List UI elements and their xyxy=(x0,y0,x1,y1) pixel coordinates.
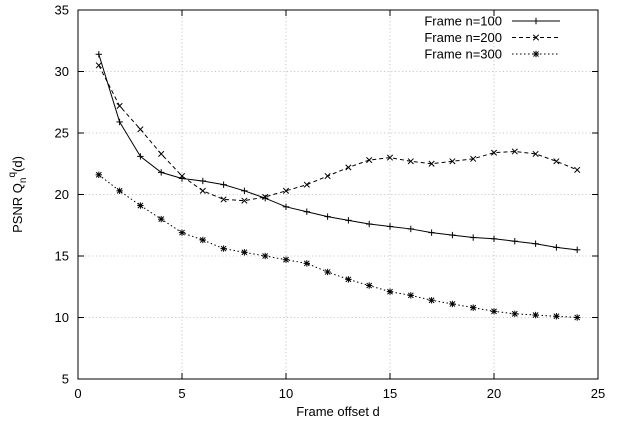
data-point xyxy=(553,244,559,250)
data-point xyxy=(220,245,226,251)
data-point xyxy=(304,260,310,266)
data-point xyxy=(116,188,122,194)
data-point xyxy=(304,209,310,215)
data-point xyxy=(574,167,579,172)
data-point xyxy=(117,103,122,108)
data-point xyxy=(241,188,247,194)
data-point xyxy=(470,304,476,310)
data-point xyxy=(283,188,288,193)
y-tick-label: 10 xyxy=(55,310,69,325)
legend-marker xyxy=(533,51,539,57)
x-tick-label: 10 xyxy=(279,386,293,401)
y-tick-label: 30 xyxy=(55,64,69,79)
y-axis-title: PSNR Qnq(d) xyxy=(7,156,29,233)
y-tick-label: 5 xyxy=(62,372,69,387)
data-point xyxy=(512,238,518,244)
data-point xyxy=(428,297,434,303)
data-point xyxy=(262,253,268,259)
data-point xyxy=(116,119,122,125)
series-3 xyxy=(96,172,581,321)
data-point xyxy=(470,234,476,240)
data-point xyxy=(137,202,143,208)
y-tick-label: 20 xyxy=(55,187,69,202)
series-line xyxy=(99,175,577,318)
legend-marker xyxy=(533,18,539,24)
data-point xyxy=(324,213,330,219)
data-point xyxy=(96,63,101,68)
data-point xyxy=(304,182,309,187)
grid-layer xyxy=(78,10,598,379)
x-tick-label: 0 xyxy=(74,386,81,401)
data-point xyxy=(491,308,497,314)
data-point xyxy=(200,178,206,184)
legend-label: Frame n=100 xyxy=(424,14,502,29)
x-axis-title: Frame offset d xyxy=(296,404,380,419)
legend-item: Frame n=200 xyxy=(424,30,560,45)
data-point xyxy=(220,181,226,187)
data-point xyxy=(449,301,455,307)
legend-item: Frame n=300 xyxy=(424,47,560,62)
data-point xyxy=(449,232,455,238)
data-point xyxy=(428,229,434,235)
data-point xyxy=(200,188,205,193)
y-tick-label: 25 xyxy=(55,126,69,141)
data-point xyxy=(408,292,414,298)
data-point xyxy=(179,229,185,235)
data-point xyxy=(345,217,351,223)
data-point xyxy=(387,223,393,229)
data-point xyxy=(532,312,538,318)
data-point xyxy=(324,269,330,275)
data-point xyxy=(574,314,580,320)
legend-label: Frame n=200 xyxy=(424,30,502,45)
data-point xyxy=(96,172,102,178)
data-point xyxy=(532,241,538,247)
data-point xyxy=(138,127,143,132)
x-tick-label: 5 xyxy=(178,386,185,401)
data-point xyxy=(408,226,414,232)
series-1 xyxy=(96,51,581,253)
data-point xyxy=(366,157,371,162)
data-point xyxy=(325,173,330,178)
legend-label: Frame n=300 xyxy=(424,47,502,62)
data-point xyxy=(553,313,559,319)
data-point xyxy=(241,249,247,255)
data-point xyxy=(574,247,580,253)
data-point xyxy=(346,165,351,170)
data-point xyxy=(366,282,372,288)
series-layer xyxy=(96,51,581,321)
data-point xyxy=(200,237,206,243)
data-point xyxy=(387,288,393,294)
data-point xyxy=(158,151,163,156)
data-point xyxy=(158,216,164,222)
data-point xyxy=(491,236,497,242)
x-tick-label: 20 xyxy=(487,386,501,401)
y-axis-title-base: PSNR Q xyxy=(10,183,25,233)
data-point xyxy=(512,311,518,317)
x-tick-label: 15 xyxy=(383,386,397,401)
data-point xyxy=(283,256,289,262)
y-tick-label: 35 xyxy=(55,3,69,18)
y-tick-label: 15 xyxy=(55,249,69,264)
data-point xyxy=(554,159,559,164)
data-point xyxy=(283,204,289,210)
y-axis-title-subscript: n xyxy=(18,178,29,184)
data-point xyxy=(96,51,102,57)
data-point xyxy=(345,276,351,282)
tick-layer: 0 5 10 15 20 255101520253035 xyxy=(55,3,606,402)
y-axis-title-suffix: (d) xyxy=(10,156,25,172)
data-point xyxy=(366,221,372,227)
legend-item: Frame n=100 xyxy=(424,14,560,29)
x-tick-label: 25 xyxy=(591,386,605,401)
